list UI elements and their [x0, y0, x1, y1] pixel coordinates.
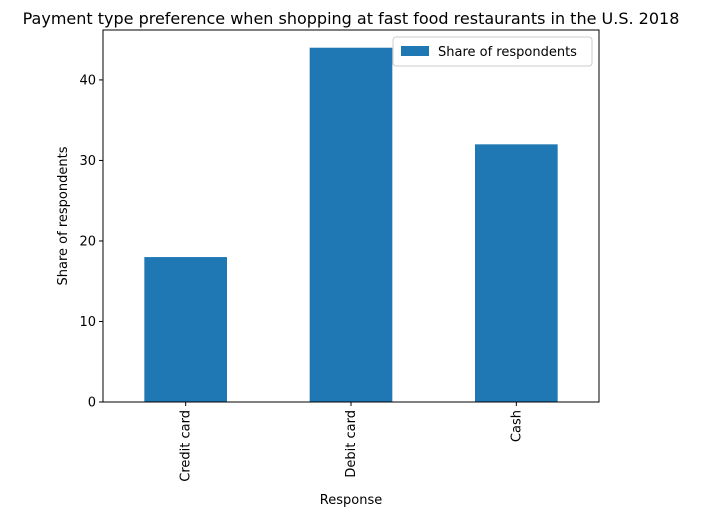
chart-title: Payment type preference when shopping at… — [23, 9, 680, 28]
plot-frame — [102, 29, 600, 403]
y-tick-label: 0 — [88, 396, 96, 411]
bar-credit-card — [144, 257, 227, 402]
legend-swatch — [401, 46, 429, 56]
y-axis-ticks: 0 10 20 30 40 — [79, 73, 103, 411]
x-tick-label: Cash — [509, 410, 524, 442]
legend-label: Share of respondents — [438, 45, 577, 60]
x-tick-label: Credit card — [179, 410, 194, 482]
bars-layer — [144, 47, 558, 403]
y-axis-label: Share of respondents — [56, 146, 71, 285]
y-tick-label: 20 — [79, 234, 96, 249]
x-axis-label: Response — [320, 493, 382, 508]
x-axis-ticks: Credit card Debit card Cash — [179, 402, 524, 482]
legend-box — [392, 36, 593, 67]
bar-cash — [475, 144, 558, 403]
y-tick-label: 30 — [79, 154, 96, 169]
legend: Share of respondents — [392, 36, 593, 67]
y-tick-label: 10 — [79, 315, 96, 330]
bar-debit-card — [309, 47, 393, 402]
y-tick-label: 40 — [79, 73, 96, 88]
x-tick-label: Debit card — [344, 410, 359, 478]
